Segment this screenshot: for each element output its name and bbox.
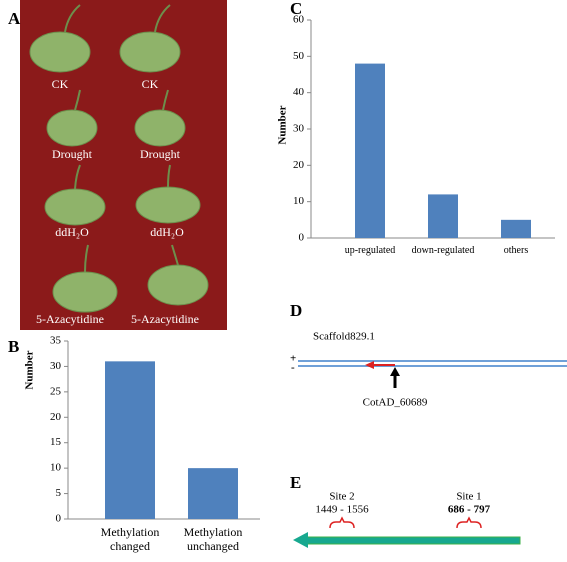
y-axis-label: Number <box>24 350 36 389</box>
panel-label: B <box>8 337 19 356</box>
leaf-label: ddH₂O <box>55 225 89 239</box>
panel-label: D <box>290 301 302 320</box>
panel-label: E <box>290 473 301 492</box>
leaf-label: Drought <box>140 147 181 161</box>
strand-minus-label: - <box>291 362 295 374</box>
site-name: Site 1 <box>456 491 481 503</box>
site-brace <box>329 516 355 529</box>
leaf-label: 5-Azacytidine <box>131 312 199 326</box>
y-tick-label: 30 <box>293 123 305 135</box>
panel-label: A <box>8 9 21 28</box>
y-tick-label: 20 <box>50 411 62 423</box>
gene-name: CotAD_60689 <box>363 397 428 409</box>
site-range: 686 - 797 <box>448 504 491 516</box>
bar <box>188 468 238 519</box>
leaf-label: ddH₂O <box>150 225 184 239</box>
y-tick-label: 35 <box>50 335 62 347</box>
y-tick-label: 0 <box>299 232 305 244</box>
panel-label: C <box>290 0 302 18</box>
y-tick-label: 60 <box>293 14 305 26</box>
y-tick-label: 0 <box>56 513 62 525</box>
y-tick-label: 10 <box>50 462 62 474</box>
scaffold-name: Scaffold829.1 <box>313 331 375 343</box>
x-tick-label: Methylation changed <box>100 525 160 553</box>
site-range: 1449 - 1556 <box>315 504 369 516</box>
y-tick-label: 30 <box>50 360 62 372</box>
x-tick-label: others <box>503 245 529 256</box>
site-brace <box>456 516 482 529</box>
pointer-arrowhead <box>390 367 400 376</box>
y-tick-label: 50 <box>293 50 305 62</box>
y-tick-label: 20 <box>293 159 305 171</box>
y-tick-label: 10 <box>293 195 305 207</box>
bar <box>105 361 155 519</box>
bar <box>428 194 458 238</box>
leaf-label: Drought <box>52 147 93 161</box>
x-tick-label: Methylation unchanged <box>183 525 243 553</box>
x-tick-label: down-regulated <box>411 245 475 256</box>
bar <box>355 63 385 238</box>
leaf-label: CK <box>52 77 69 91</box>
leaf-label: CK <box>142 77 159 91</box>
leaves <box>29 31 209 313</box>
y-tick-label: 5 <box>56 487 62 499</box>
y-tick-label: 40 <box>293 86 305 98</box>
gene-arrowhead <box>365 361 374 369</box>
x-tick-label: up-regulated <box>344 245 396 256</box>
gene-bar-head <box>293 532 308 548</box>
leaf-label: 5-Azacytidine <box>36 312 104 326</box>
gene-bar <box>304 536 521 545</box>
leaf-stems <box>64 4 179 273</box>
site-name: Site 2 <box>329 491 354 503</box>
y-axis-label: Number <box>277 105 289 144</box>
y-tick-label: 15 <box>50 436 62 448</box>
strand-plus-label: + <box>290 353 296 365</box>
bar <box>501 219 531 238</box>
y-tick-label: 25 <box>50 385 62 397</box>
